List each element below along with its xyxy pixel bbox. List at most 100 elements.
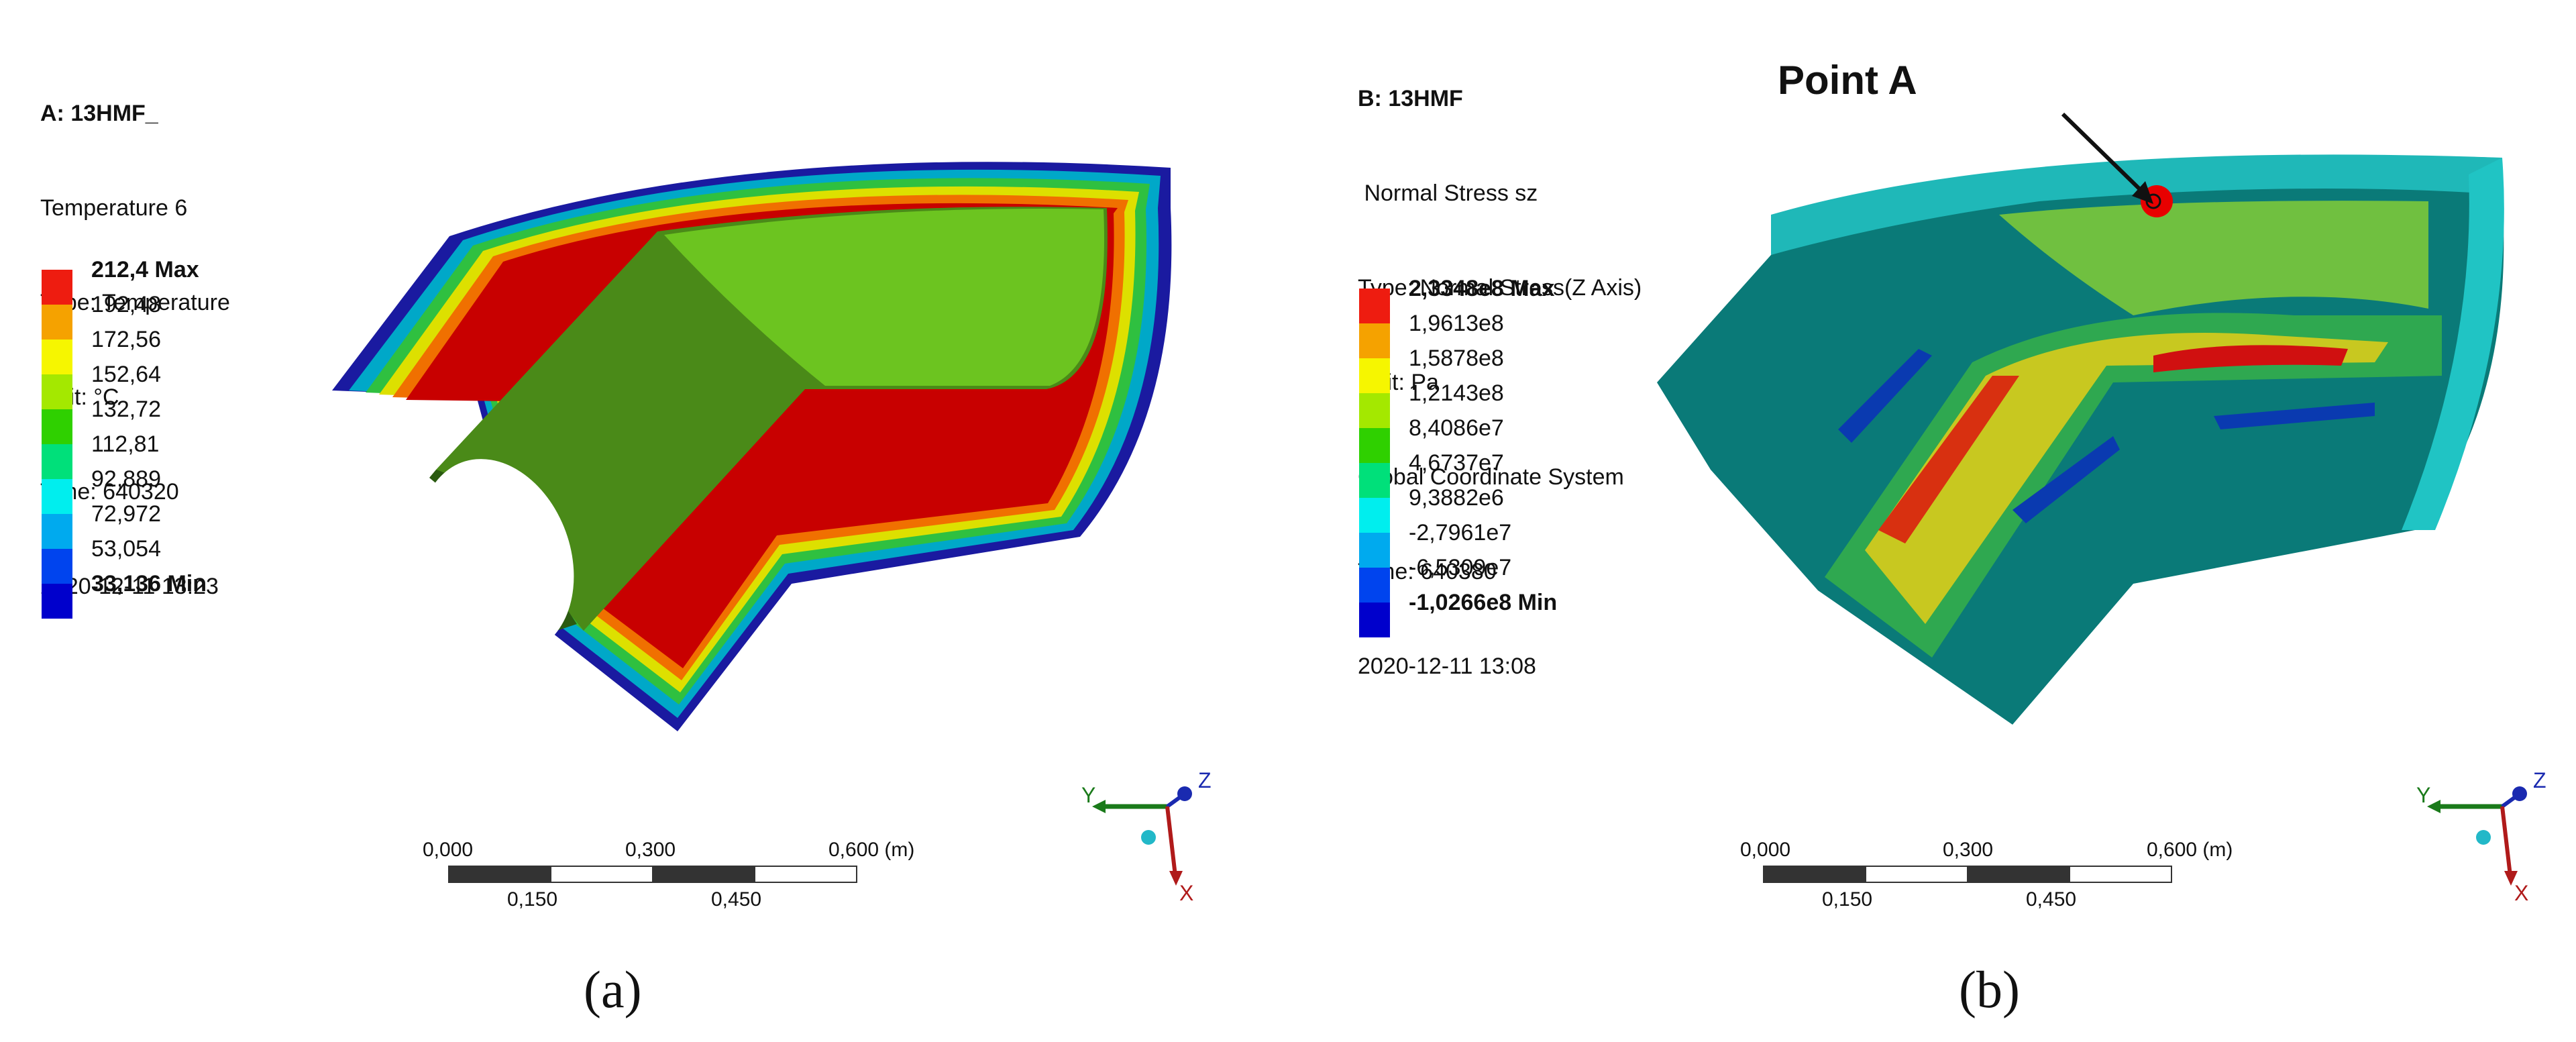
legend-label: 9,3882e6 bbox=[1409, 485, 1504, 511]
scale-seg-4 bbox=[2069, 866, 2172, 883]
model-top-face bbox=[1771, 154, 2502, 255]
scale-tick-300: 0,300 bbox=[1943, 839, 1994, 861]
scale-seg-4 bbox=[754, 866, 857, 883]
info-result-name: Normal Stress sz bbox=[1358, 180, 1538, 206]
panel-temperature: A: 13HMF_ Temperature 6 Type: Temperatur… bbox=[40, 101, 1212, 1019]
info-type: Type: Normal Stress(Z Axis) bbox=[1358, 275, 1642, 301]
legend-swatch bbox=[42, 444, 72, 479]
model-band-blue-1 bbox=[1838, 349, 1932, 443]
scale-seg-1 bbox=[1763, 866, 1866, 883]
legend-label: -2,7961e7 bbox=[1409, 520, 1512, 545]
axis-y-arrow-icon bbox=[2427, 800, 2440, 813]
scale-tick-150: 0,150 bbox=[507, 888, 558, 910]
legend-swatch bbox=[42, 584, 72, 619]
info-result-name: Temperature 6 bbox=[40, 195, 188, 221]
legend-swatch bbox=[42, 479, 72, 514]
panel-stress: B: 13HMF Normal Stress sz Type: Normal S… bbox=[1288, 0, 2576, 1042]
point-a-arrowhead-icon bbox=[2132, 181, 2153, 204]
point-a-label: Point A bbox=[1778, 58, 1917, 103]
legend-swatch bbox=[1359, 358, 1390, 393]
color-legend-a: 212,4 Max 192,48 172,56 152,64 132,72 112,81 9… bbox=[42, 257, 270, 619]
scale-bar-a: 0,000 0,300 0,600 (m) 0,150 0,450 bbox=[416, 839, 914, 919]
scale-seg-1 bbox=[448, 866, 551, 883]
info-title: A: 13HMF_ bbox=[40, 101, 158, 126]
legend-label: 4,6737e7 bbox=[1409, 450, 1504, 476]
legend-label: 72,972 bbox=[91, 501, 161, 527]
coordinate-triad-a: Y Z X bbox=[1081, 768, 1212, 905]
axis-y-label: Y bbox=[2416, 783, 2430, 807]
axis-x-arrow-icon bbox=[1169, 871, 1183, 886]
legend-label: -1,0266e8 Min bbox=[1409, 590, 1558, 615]
legend-label: 92,889 bbox=[91, 466, 161, 492]
axis-z-label: Z bbox=[2533, 768, 2546, 792]
model-band-blue-3 bbox=[2214, 403, 2375, 429]
scale-tick-300: 0,300 bbox=[625, 839, 676, 861]
legend-label: 132,72 bbox=[91, 397, 161, 422]
triad-origin-dot-icon bbox=[1141, 830, 1156, 845]
scale-tick-450: 0,450 bbox=[2026, 888, 2077, 910]
legend-swatch bbox=[42, 305, 72, 340]
legend-swatch bbox=[42, 374, 72, 409]
scale-tick-450: 0,450 bbox=[711, 888, 762, 910]
legend-label: 152,64 bbox=[91, 362, 161, 387]
stress-contour-model bbox=[1657, 112, 2504, 725]
scale-seg-2 bbox=[550, 866, 653, 883]
legend-swatch bbox=[1359, 393, 1390, 428]
legend-label: 1,5878e8 bbox=[1409, 346, 1504, 371]
legend-label: 1,2143e8 bbox=[1409, 380, 1504, 406]
caption-a: (a) bbox=[584, 960, 642, 1019]
model-pipe-opening bbox=[419, 459, 574, 655]
caption-b: (b) bbox=[1959, 960, 2020, 1019]
legend-label: 1,9613e8 bbox=[1409, 311, 1504, 336]
info-title: B: 13HMF bbox=[1358, 86, 1463, 111]
legend-swatch bbox=[42, 340, 72, 374]
legend-swatch bbox=[1359, 463, 1390, 498]
model-inner-lightwall bbox=[664, 209, 1104, 386]
model-side-face bbox=[2402, 158, 2504, 530]
coordinate-triad-b: Y Z X bbox=[2416, 768, 2546, 905]
legend-label: 112,81 bbox=[91, 431, 160, 457]
model-band-red-diagonal bbox=[1878, 376, 2019, 543]
scale-seg-3 bbox=[1967, 866, 2070, 883]
legend-swatch bbox=[42, 514, 72, 549]
legend-label: 33,136 Min bbox=[91, 571, 207, 596]
axis-x-arrow-icon bbox=[2504, 871, 2518, 886]
legend-swatch bbox=[42, 549, 72, 584]
legend-label: 8,4086e7 bbox=[1409, 415, 1504, 441]
model-band-red-horizontal bbox=[2153, 345, 2348, 372]
axis-z-label: Z bbox=[1198, 768, 1212, 792]
legend-label: 192,48 bbox=[91, 292, 161, 317]
legend-label: 2,3348e8 Max bbox=[1409, 276, 1555, 301]
model-inner-top bbox=[1999, 201, 2428, 315]
legend-swatch bbox=[42, 409, 72, 444]
model-band-blue-2 bbox=[2012, 436, 2120, 523]
legend-swatch bbox=[1359, 603, 1390, 637]
legend-label: 53,054 bbox=[91, 536, 161, 562]
axis-z-dot-icon bbox=[1177, 786, 1192, 801]
temperature-contour-model bbox=[332, 162, 1172, 731]
result-info-b: B: 13HMF Normal Stress sz Type: Normal S… bbox=[1358, 20, 1642, 745]
triad-origin-dot-icon bbox=[2476, 830, 2491, 845]
scale-tick-0: 0,000 bbox=[423, 839, 474, 861]
legend-swatch bbox=[1359, 323, 1390, 358]
legend-swatch bbox=[42, 270, 72, 305]
color-legend-b: 2,3348e8 Max 1,9613e8 1,5878e8 1,2143e8 8,40… bbox=[1359, 276, 1641, 637]
legend-swatch bbox=[1359, 568, 1390, 603]
scale-bar-b: 0,000 0,300 0,600 (m) 0,150 0,450 bbox=[1740, 839, 2233, 919]
axis-y-label: Y bbox=[1081, 783, 1095, 807]
axis-x-label: X bbox=[2514, 881, 2528, 905]
legend-label: 172,56 bbox=[91, 327, 161, 352]
point-a-arrow-line bbox=[2061, 112, 2149, 198]
legend-swatch bbox=[1359, 498, 1390, 533]
legend-swatch bbox=[1359, 289, 1390, 323]
scale-tick-600: 0,600 (m) bbox=[828, 839, 915, 861]
axis-y-arrow-icon bbox=[1092, 800, 1106, 813]
axis-z-dot-icon bbox=[2512, 786, 2527, 801]
legend-label: -6,5309e7 bbox=[1409, 555, 1512, 580]
scale-seg-2 bbox=[1865, 866, 1968, 883]
info-date: 2020-12-11 13:08 bbox=[1358, 654, 1536, 679]
axis-x-label: X bbox=[1179, 881, 1193, 905]
legend-label: 212,4 Max bbox=[91, 257, 199, 282]
scale-tick-150: 0,150 bbox=[1822, 888, 1873, 910]
axis-x-line bbox=[2500, 806, 2512, 876]
